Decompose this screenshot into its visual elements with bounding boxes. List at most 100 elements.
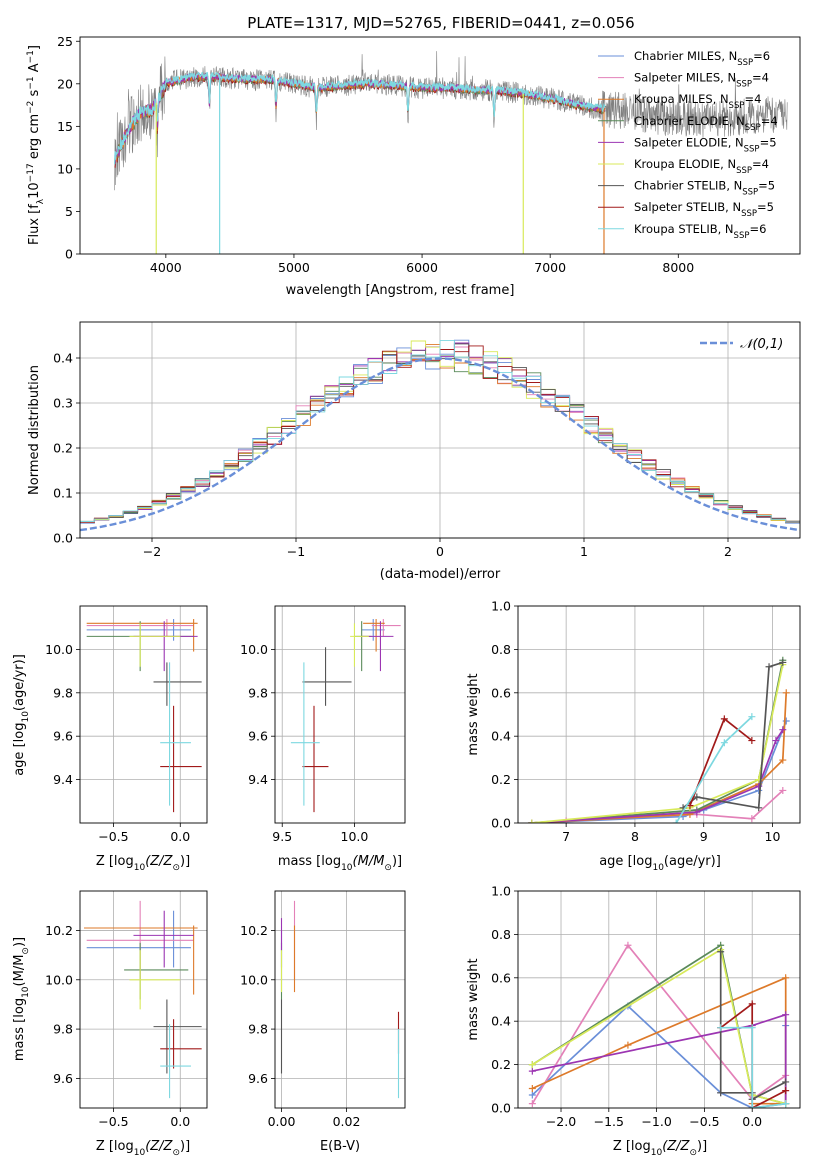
weight-marker-kroupa_miles [782, 974, 790, 982]
weight-marker-chabrier_stelib [779, 658, 787, 666]
x-tick-label: 0.0 [742, 1114, 762, 1129]
mass-ebv-x-label: E(B-V) [320, 1139, 360, 1154]
weight-marker-salpeter_miles [624, 941, 632, 949]
mass-z-y-label-part: 10 [21, 986, 31, 998]
legend-label-post: =6 [753, 49, 770, 63]
y-tick-label: 0.0 [53, 531, 73, 546]
x-tick-label: −1 [287, 544, 305, 559]
mass-z-y-label-part: )] [12, 937, 27, 947]
x-tick-label: −2.0 [546, 1114, 576, 1129]
weight-line-kroupa_elodie [531, 664, 784, 823]
normal-reference-curve [80, 357, 800, 532]
weight-marker-kroupa_stelib [748, 1024, 756, 1032]
spectrum-panel-frame [79, 36, 801, 255]
age-mass-x-label-part: (M/M [353, 854, 385, 869]
age-z-y-label-part: 10 [21, 711, 31, 723]
residuals-panel-plot [80, 339, 800, 538]
weight-age-x-label-part: (age/yr)] [664, 854, 721, 869]
legend-label-main: Kroupa STELIB, N [634, 222, 734, 236]
age_vs_z-panel-frame [79, 605, 208, 824]
weight-z-x-label-part: Z [log [613, 1139, 651, 1154]
legend-label: Chabrier ELODIE, NSSP=4 [634, 114, 778, 133]
y-tick-label: 9.8 [248, 685, 268, 700]
legend-label-sub: SSP [729, 101, 745, 111]
y-tick-label: 1.0 [491, 884, 511, 899]
weight-marker-kroupa_miles [782, 689, 790, 697]
x-tick-label: 7000 [534, 260, 566, 275]
mass-z-y-label-part: ⊙ [21, 947, 31, 955]
legend-label-post: =4 [761, 114, 778, 128]
legend-label-main: Chabrier ELODIE, N [634, 114, 745, 128]
legend-label-sub: SSP [736, 80, 752, 90]
mass-z-x-label-part: )] [180, 1139, 190, 1154]
age_vs_mass-panel-plot [290, 619, 401, 813]
x-tick-label: 8000 [662, 260, 694, 275]
legend-label: Kroupa STELIB, NSSP=6 [634, 222, 766, 241]
legend-label-sub: SSP [734, 231, 750, 241]
mass_vs_ebv-panel-plot [280, 900, 400, 1099]
legend-label-main: Chabrier MILES, N [634, 49, 737, 63]
x-tick-label: 0 [436, 544, 444, 559]
weight-marker-kroupa_stelib [720, 739, 728, 747]
weight-marker-kroupa_stelib [672, 819, 680, 823]
weight-marker-chabrier_stelib [782, 1078, 790, 1086]
weight_vs_age-panel-frame [517, 605, 801, 824]
mass_vs_z-panel-plot [84, 900, 202, 1099]
age-z-y-label-part: age [log [12, 723, 27, 776]
x-tick-label: −1.5 [594, 1114, 624, 1129]
age-z-x-label-part: Z [log [96, 854, 134, 869]
y-tick-label: 9.4 [53, 772, 73, 787]
y-tick-label: 0.3 [53, 396, 73, 411]
weight-marker-salpeter_miles [528, 1100, 536, 1108]
weight-marker-kroupa_miles [528, 1084, 536, 1092]
y-tick-label: 0.1 [53, 486, 73, 501]
legend-label: Kroupa ELODIE, NSSP=4 [634, 157, 769, 176]
weight-marker-salpeter_stelib [748, 1000, 756, 1008]
legend-label-sub: SSP [741, 209, 757, 219]
y-tick-label: 9.6 [53, 729, 73, 744]
spectrum-y-label: Flux [fλ10−17 erg cm−2 s−1 A−1] [26, 45, 46, 245]
spectrum-y-label-part: erg cm [27, 114, 42, 163]
mass-z-y-label: mass [log10(M/M⊙)] [12, 937, 31, 1061]
legend-label-main: Salpeter MILES, N [634, 71, 736, 85]
legend-label-main: Kroupa ELODIE, N [634, 157, 736, 171]
y-tick-label: 25 [57, 34, 73, 49]
x-tick-label: 4000 [150, 260, 182, 275]
legend-label-main: Chabrier STELIB, N [634, 179, 742, 193]
x-tick-label: 0.00 [268, 1114, 296, 1129]
legend-label-sub: SSP [744, 144, 760, 154]
y-tick-label: 5 [65, 204, 73, 219]
weight-marker-kroupa_elodie [528, 819, 536, 823]
y-tick-label: 0.8 [491, 642, 511, 657]
weight-marker-chabrier_miles [528, 1091, 536, 1099]
x-tick-label: 8 [631, 829, 639, 844]
weight-line-kroupa_stelib [720, 1026, 786, 1108]
y-tick-label: 0.4 [491, 1014, 511, 1029]
x-tick-label: 1 [580, 544, 588, 559]
age-z-y-label-part: (age/yr)] [12, 654, 27, 711]
y-tick-label: 9.8 [53, 1022, 73, 1037]
weight-marker-salpeter_elodie [782, 1011, 790, 1019]
weight-marker-salpeter_miles [779, 786, 787, 794]
legend-label-sub: SSP [745, 123, 761, 133]
spectrum-y-label-part: −1 [26, 50, 36, 63]
legend-label-post: =4 [744, 92, 761, 106]
legend-label-main: Kroupa MILES, N [634, 92, 729, 106]
legend-label-post: =5 [757, 200, 774, 214]
legend-label: Salpeter ELODIE, NSSP=5 [634, 135, 777, 154]
x-tick-label: 6000 [406, 260, 438, 275]
spectrum-x-label: wavelength [Angstrom, rest frame] [286, 283, 515, 298]
x-tick-label: 10 [765, 829, 781, 844]
x-tick-label: −0.5 [689, 1114, 719, 1129]
weight-z-x-label-part: 10 [651, 1148, 663, 1158]
y-tick-label: 0.8 [491, 927, 511, 942]
age-mass-x-label-part: 10 [341, 863, 353, 873]
spectrum-panel-plot [114, 51, 788, 254]
age-z-y-label: age [log10(age/yr)] [12, 654, 31, 776]
y-tick-label: 0.0 [491, 1101, 511, 1116]
age_vs_mass-panel-bg [275, 606, 405, 823]
spectrum-y-label-part: ] [27, 45, 42, 50]
y-tick-label: 9.8 [53, 685, 73, 700]
